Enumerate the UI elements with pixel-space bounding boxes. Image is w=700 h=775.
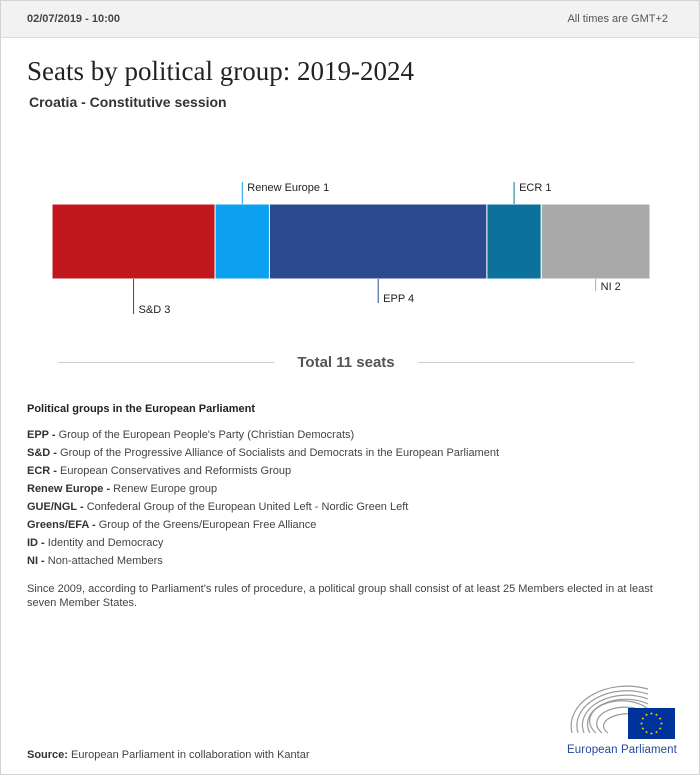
groups-section-title: Political groups in the European Parliam… [27, 403, 255, 415]
timestamp: 02/07/2019 - 10:00 [27, 13, 120, 25]
group-item: EPP - Group of the European People's Par… [27, 427, 499, 445]
group-name: European Conservatives and Reformists Gr… [56, 465, 292, 477]
bar-segment-ni [540, 203, 651, 280]
star-icon [658, 716, 662, 720]
rules-note: Since 2009, according to Parliament's ru… [27, 583, 653, 609]
group-abbr: ID - [27, 537, 45, 549]
segment-label: EPP 4 [383, 293, 414, 305]
segment-label: ECR 1 [519, 182, 551, 194]
star-icon [659, 721, 664, 725]
group-name: Renew Europe group [110, 483, 218, 495]
source-line: Source: European Parliament in collabora… [27, 749, 310, 761]
group-abbr: Renew Europe - [27, 483, 111, 495]
star-icon [639, 721, 644, 725]
star-icon [641, 726, 645, 730]
group-name: Identity and Democracy [44, 537, 164, 549]
star-icon [644, 713, 649, 717]
groups-list: EPP - Group of the European People's Par… [27, 427, 499, 571]
group-item: GUE/NGL - Confederal Group of the Europe… [27, 499, 499, 517]
star-icon [654, 713, 659, 717]
chart-subtitle: Croatia - Constitutive session [29, 94, 227, 110]
total-seats-row: Total 11 seats [58, 354, 634, 372]
group-name: Group of the Progressive Alliance of Soc… [56, 447, 500, 459]
group-abbr: Greens/EFA - [27, 519, 96, 531]
group-name: Group of the Greens/European Free Allian… [95, 519, 317, 531]
group-name: Non-attached Members [44, 555, 163, 567]
divider-right [418, 362, 634, 363]
star-icon [654, 730, 659, 734]
group-name: Group of the European People's Party (Ch… [55, 429, 355, 441]
bar-segment-ecr [486, 203, 542, 280]
group-item: Renew Europe - Renew Europe group [27, 481, 499, 499]
bar-segment-s-d [51, 203, 216, 280]
seats-stacked-bar-chart: S&D 3 Renew Europe 1 EPP 4 ECR 1 NI 2 [51, 182, 651, 316]
top-bar: 02/07/2019 - 10:00 All times are GMT+2 [1, 1, 699, 38]
segment-label: S&D 3 [139, 304, 171, 316]
group-abbr: S&D - [27, 447, 57, 459]
star-icon [658, 726, 662, 730]
star-icon [641, 716, 645, 720]
group-item: Greens/EFA - Group of the Greens/Europea… [27, 517, 499, 535]
bar-segment-epp [268, 203, 488, 280]
eu-flag-icon [628, 708, 675, 739]
group-abbr: ECR - [27, 465, 57, 477]
chart-title: Seats by political group: 2019-2024 [27, 56, 414, 86]
source-text: European Parliament in collaboration wit… [71, 749, 310, 761]
group-item: ID - Identity and Democracy [27, 535, 499, 553]
group-item: NI - Non-attached Members [27, 553, 499, 571]
timezone-note: All times are GMT+2 [567, 13, 668, 25]
group-name: Confederal Group of the European United … [83, 501, 409, 513]
divider-left [58, 362, 274, 363]
european-parliament-logo: European Parliament [564, 681, 680, 763]
segment-label: Renew Europe 1 [247, 182, 329, 194]
total-seats-label: Total 11 seats [297, 354, 395, 371]
source-label: Source: [27, 749, 68, 761]
european-parliament-hemicycle-icon [570, 685, 675, 739]
logo-brand-text: European Parliament [567, 744, 677, 756]
group-abbr: GUE/NGL - [27, 501, 84, 513]
segment-label: NI 2 [601, 281, 621, 293]
group-item: ECR - European Conservatives and Reformi… [27, 463, 499, 481]
group-abbr: EPP - [27, 429, 56, 441]
star-icon [649, 711, 654, 715]
group-abbr: NI - [27, 555, 45, 567]
star-icon [644, 730, 649, 734]
bar-segment-renew-europe [214, 203, 270, 280]
group-item: S&D - Group of the Progressive Alliance … [27, 445, 499, 463]
star-icon [649, 731, 654, 735]
